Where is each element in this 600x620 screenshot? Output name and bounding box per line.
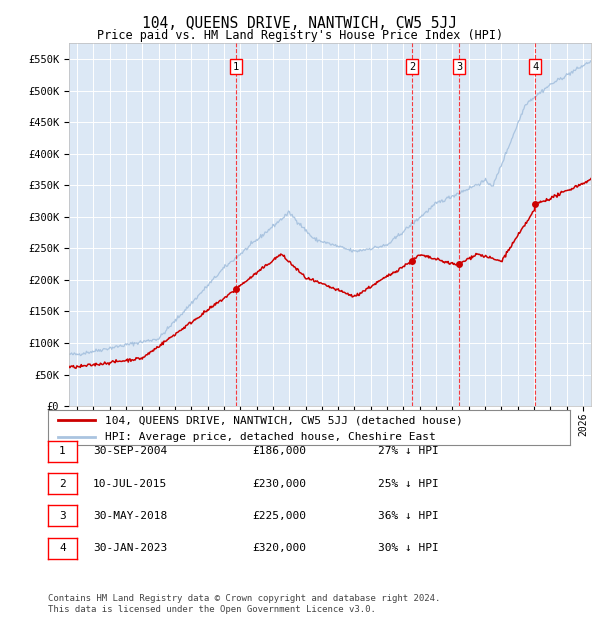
Text: £225,000: £225,000 — [252, 511, 306, 521]
Text: 2: 2 — [409, 62, 415, 72]
Text: 104, QUEENS DRIVE, NANTWICH, CW5 5JJ: 104, QUEENS DRIVE, NANTWICH, CW5 5JJ — [143, 16, 458, 30]
Text: 36% ↓ HPI: 36% ↓ HPI — [378, 511, 439, 521]
Text: 4: 4 — [59, 543, 66, 553]
Text: 30-JAN-2023: 30-JAN-2023 — [93, 543, 167, 553]
Text: 4: 4 — [532, 62, 538, 72]
Text: HPI: Average price, detached house, Cheshire East: HPI: Average price, detached house, Ches… — [106, 432, 436, 442]
Text: Contains HM Land Registry data © Crown copyright and database right 2024.
This d: Contains HM Land Registry data © Crown c… — [48, 595, 440, 614]
Text: 1: 1 — [59, 446, 66, 456]
Text: 30-MAY-2018: 30-MAY-2018 — [93, 511, 167, 521]
Text: 2: 2 — [59, 479, 66, 489]
Text: 30% ↓ HPI: 30% ↓ HPI — [378, 543, 439, 553]
Text: 104, QUEENS DRIVE, NANTWICH, CW5 5JJ (detached house): 104, QUEENS DRIVE, NANTWICH, CW5 5JJ (de… — [106, 415, 463, 425]
Text: £230,000: £230,000 — [252, 479, 306, 489]
Text: 3: 3 — [456, 62, 462, 72]
Text: 1: 1 — [233, 62, 239, 72]
Text: Price paid vs. HM Land Registry's House Price Index (HPI): Price paid vs. HM Land Registry's House … — [97, 29, 503, 42]
Text: 10-JUL-2015: 10-JUL-2015 — [93, 479, 167, 489]
Text: 25% ↓ HPI: 25% ↓ HPI — [378, 479, 439, 489]
Text: 3: 3 — [59, 511, 66, 521]
Text: 30-SEP-2004: 30-SEP-2004 — [93, 446, 167, 456]
Text: £320,000: £320,000 — [252, 543, 306, 553]
Text: 27% ↓ HPI: 27% ↓ HPI — [378, 446, 439, 456]
Text: £186,000: £186,000 — [252, 446, 306, 456]
